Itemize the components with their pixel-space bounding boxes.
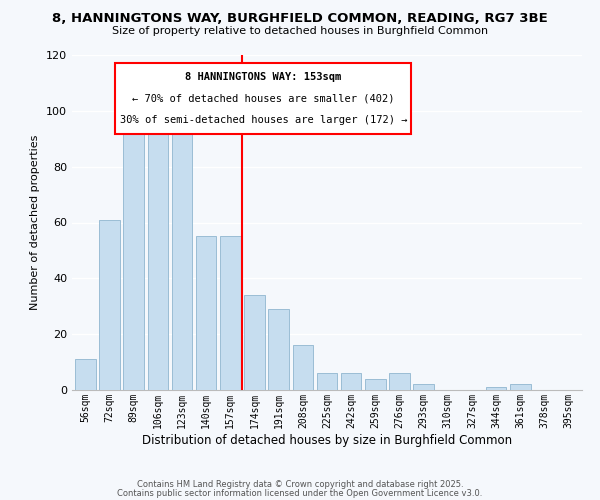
Bar [413,384,434,390]
Bar [268,309,289,390]
Bar [172,119,192,390]
Bar [244,295,265,390]
Bar [220,236,241,390]
Bar [341,373,361,390]
Bar [148,130,168,390]
Text: Contains HM Land Registry data © Crown copyright and database right 2025.: Contains HM Land Registry data © Crown c… [137,480,463,489]
Bar [124,108,144,390]
Bar [486,387,506,390]
Text: ← 70% of detached houses are smaller (402): ← 70% of detached houses are smaller (40… [132,94,395,104]
Bar [99,220,120,390]
Text: Size of property relative to detached houses in Burghfield Common: Size of property relative to detached ho… [112,26,488,36]
X-axis label: Distribution of detached houses by size in Burghfield Common: Distribution of detached houses by size … [142,434,512,446]
Bar [196,236,217,390]
Bar [75,360,95,390]
Bar [510,384,530,390]
Bar [293,346,313,390]
Bar [317,373,337,390]
FancyBboxPatch shape [115,64,411,134]
Y-axis label: Number of detached properties: Number of detached properties [31,135,40,310]
Bar [389,373,410,390]
Text: Contains public sector information licensed under the Open Government Licence v3: Contains public sector information licen… [118,488,482,498]
Bar [365,379,386,390]
Text: 8, HANNINGTONS WAY, BURGHFIELD COMMON, READING, RG7 3BE: 8, HANNINGTONS WAY, BURGHFIELD COMMON, R… [52,12,548,26]
Text: 30% of semi-detached houses are larger (172) →: 30% of semi-detached houses are larger (… [119,115,407,125]
Text: 8 HANNINGTONS WAY: 153sqm: 8 HANNINGTONS WAY: 153sqm [185,72,341,82]
